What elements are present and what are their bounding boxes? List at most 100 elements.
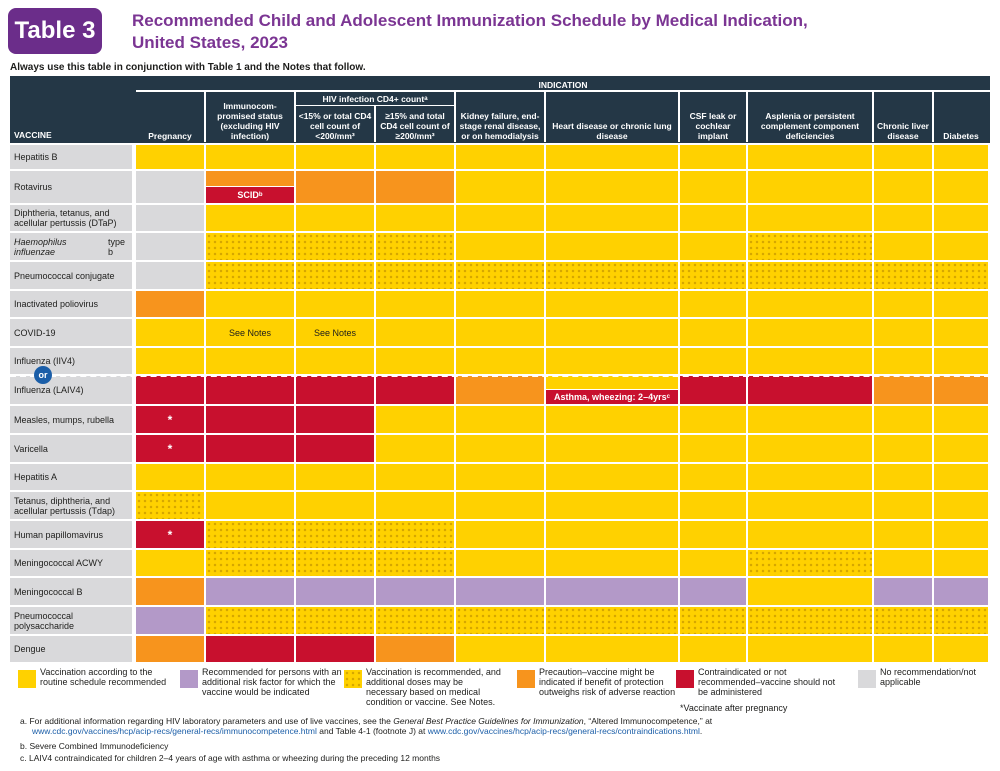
indication-cell [456,464,544,490]
indication-cell [874,464,932,490]
legend-note: *Vaccinate after pregnancy [680,703,788,713]
indication-cell [136,636,204,662]
indication-cell [748,492,872,519]
indication-cell [934,233,988,260]
indication-cell [136,578,204,605]
indication-cell [680,233,746,260]
indication-cell [680,550,746,576]
indication-cell [136,205,204,231]
footnote-a: a. For additional information regarding … [20,716,980,736]
indication-cell [546,578,678,605]
indication-cell [206,291,294,317]
footnote-a-italic: General Best Practice Guidelines for Imm… [393,716,584,726]
indication-cell [376,376,454,404]
indication-cell [680,145,746,169]
indication-cell [136,291,204,317]
indication-cell [296,521,374,548]
contraindications-link[interactable]: www.cdc.gov/vaccines/hcp/acip-recs/gener… [427,726,700,736]
indication-cell [680,319,746,346]
indication-cell [934,435,988,462]
indication-cell [206,607,294,634]
indication-cell [136,171,204,203]
indication-cell [376,406,454,433]
indication-cell [376,607,454,634]
header-column-divider [932,91,934,142]
indication-cell [296,145,374,169]
column-header-diabetes: Diabetes [943,131,979,141]
indication-cell [546,636,678,662]
indication-cell [456,578,544,605]
indication-cell [376,319,454,346]
indication-cell [376,348,454,374]
indication-cell [680,521,746,548]
immunocompetence-link[interactable]: www.cdc.gov/vaccines/hcp/acip-recs/gener… [32,726,317,736]
legend-text-additional-doses: Vaccination is recommended, and addition… [366,667,501,707]
vaccine-label: Inactivated poliovirus [10,291,132,317]
indication-cell [296,233,374,260]
indication-cell [136,492,204,519]
indication-cell [680,291,746,317]
footnote-a-text-3: and Table 4-1 (footnote J) at [316,726,428,736]
after-pregnancy-mark: * [167,527,173,542]
vaccine-label-italic: Haemophilus influenzae [14,236,67,257]
indication-cell [376,521,454,548]
indication-cell [546,492,678,519]
indication-cell [874,291,932,317]
indication-cell [874,233,932,260]
indication-cell [546,521,678,548]
indication-cell [376,205,454,231]
indication-cell [376,291,454,317]
indication-cell [296,348,374,374]
indication-cell [296,205,374,231]
indication-cell [934,406,988,433]
indication-cell [546,205,678,231]
indication-cell [546,550,678,576]
after-pregnancy-mark: * [167,441,173,456]
indication-cell [206,348,294,374]
legend-swatch-routine [18,670,36,688]
header-column-divider [204,91,206,142]
indication-cell [206,578,294,605]
column-header-immunocompromised: Immunocom- promised status (excluding HI… [217,101,283,141]
indication-cell [296,607,374,634]
indication-cell [680,262,746,289]
indication-cell [934,492,988,519]
indication-cell [456,145,544,169]
indication-cell [934,550,988,576]
or-badge: or [34,366,52,384]
indication-cell [680,171,746,203]
indication-note-cell: Asthma, wheezing: 2–4yrs c [546,390,678,404]
vaccine-label: Meningococcal ACWY [10,550,132,576]
indication-cell [136,550,204,576]
indication-cell [934,262,988,289]
footnote-a-text-2: , “Altered Immunocompetence,” at [583,716,713,726]
indication-cell [934,376,988,404]
indication-cell [456,233,544,260]
indication-cell [376,145,454,169]
indication-cell [748,233,872,260]
legend-text-not-applicable: No recommendation/not applicable [880,667,977,687]
indication-cell [874,406,932,433]
indication-cell [206,464,294,490]
see-notes-text: See Notes [313,327,357,338]
vaccine-label: Influenza (IIV4) [10,348,132,374]
legend-text-routine: Vaccination according to the routine sch… [40,667,167,687]
indication-cell [680,376,746,404]
see-notes-text: See Notes [228,327,272,338]
indication-cell [136,319,204,346]
hiv-group-header: HIV infection CD4+ count a [296,93,454,105]
indication-cell [376,171,454,203]
indication-cell [296,492,374,519]
influenza-divider [10,375,990,377]
indication-cell [296,262,374,289]
indication-cell [376,492,454,519]
indication-cell [874,521,932,548]
indication-cell [206,521,294,548]
indication-note: SCID [237,190,259,200]
indication-cell [376,578,454,605]
indication-cell [546,319,678,346]
column-header-heart-lung: Heart disease or chronic lung disease [552,121,672,141]
footnote-c: c. LAIV4 contraindicated for children 2–… [20,753,441,763]
indication-cell [296,578,374,605]
vaccine-header: VACCINE [14,130,52,140]
